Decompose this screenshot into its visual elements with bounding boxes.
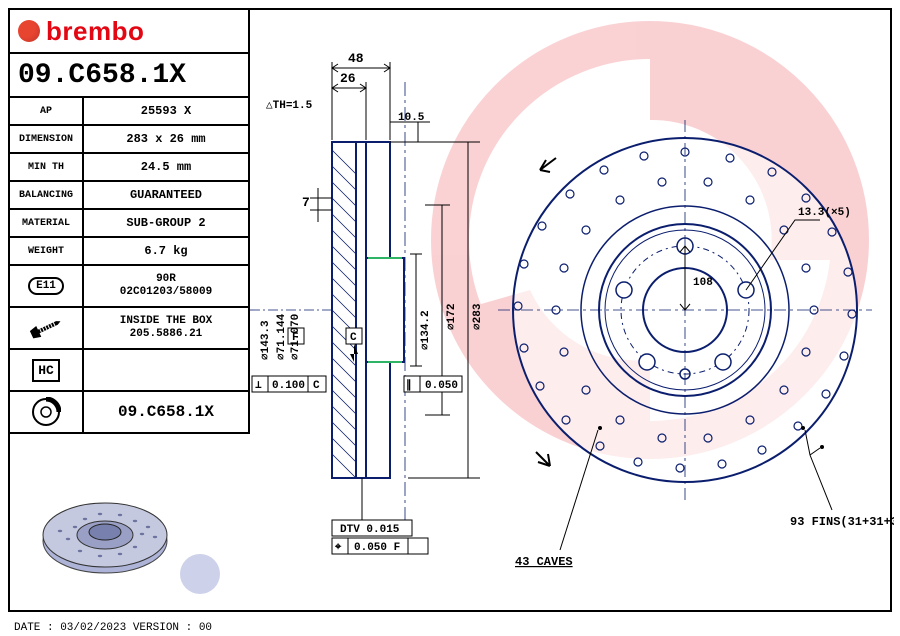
spec-value: GUARANTEED — [84, 182, 248, 208]
spec-table: AP 25593 X DIMENSION 283 x 26 mm MIN TH … — [10, 98, 250, 434]
spec-row-ap: AP 25593 X — [10, 98, 248, 126]
th-note: △TH=1.5 — [266, 100, 313, 112]
dia-172: ⌀172 — [446, 304, 458, 330]
dia-71-144: ⌀71.144 — [276, 313, 288, 360]
e11-badge-icon: E11 — [28, 277, 64, 295]
brand-logo-area: brembo — [10, 10, 250, 54]
flat-0050-f: 0.050 F — [354, 542, 400, 554]
hc-badge-icon: HC — [32, 359, 60, 382]
spec-row-hc: HC — [10, 350, 248, 392]
dia-134: ⌀134.2 — [420, 310, 432, 350]
spec-row-balancing: BALANCING GUARANTEED — [10, 182, 248, 210]
drawing-frame: brembo 09.C658.1X AP 25593 X DIMENSION 2… — [8, 8, 892, 612]
e11-badge-cell: E11 — [10, 266, 84, 306]
spec-label: DIMENSION — [10, 126, 84, 152]
spec-row-box: INSIDE THE BOX 205.5886.21 — [10, 308, 248, 350]
spec-row-minth: MIN TH 24.5 mm — [10, 154, 248, 182]
footer-date-version: DATE : 03/02/2023 VERSION : 00 — [14, 622, 212, 634]
dim-108: 108 — [693, 277, 713, 289]
disc-icon-cell — [10, 392, 84, 432]
spec-value: 09.C658.1X — [84, 392, 248, 432]
spec-label: MATERIAL — [10, 210, 84, 236]
tol-c: C — [313, 380, 320, 392]
dim-7: 7 — [302, 195, 310, 210]
spec-value: INSIDE THE BOX 205.5886.21 — [84, 308, 248, 348]
spec-value: SUB-GROUP 2 — [84, 210, 248, 236]
dim-13-3: 13.3(×5) — [798, 207, 851, 219]
spec-value: 283 x 26 mm — [84, 126, 248, 152]
dia-283: ⌀283 — [472, 303, 484, 330]
svg-text:⟂: ⟂ — [255, 380, 262, 392]
spec-value: 90R 02C01203/58009 — [84, 266, 248, 306]
dia-143: ⌀143.3 — [260, 320, 272, 360]
technical-drawing-area: 108 13.3(×5) 93 FINS(31+31+31) 43 CAVES — [250, 10, 894, 610]
spec-label: BALANCING — [10, 182, 84, 208]
spec-row-e11: E11 90R 02C01203/58009 — [10, 266, 248, 308]
spec-row-material: MATERIAL SUB-GROUP 2 — [10, 210, 248, 238]
par-0050: 0.050 — [425, 380, 458, 392]
brand-name: brembo — [46, 16, 144, 47]
spec-value-empty — [84, 350, 248, 390]
spec-value: 6.7 kg — [84, 238, 248, 264]
spec-row-dimension: DIMENSION 283 x 26 mm — [10, 126, 248, 154]
datum-c: C — [350, 332, 357, 344]
screw-icon-cell — [10, 308, 84, 348]
rotor-thumbnail-icon — [30, 479, 230, 604]
brembo-dot-icon — [18, 20, 40, 42]
spec-row-disc: 09.C658.1X — [10, 392, 248, 434]
spec-value: 24.5 mm — [84, 154, 248, 180]
spec-value: 25593 X — [84, 98, 248, 124]
technical-drawing-svg: 108 13.3(×5) 93 FINS(31+31+31) 43 CAVES — [250, 10, 894, 610]
svg-text:∥: ∥ — [406, 379, 412, 392]
dim-48: 48 — [348, 51, 364, 66]
brake-disc-icon — [31, 397, 61, 427]
spec-label: WEIGHT — [10, 238, 84, 264]
screw-icon — [28, 314, 64, 342]
dim-10-5: 10.5 — [398, 112, 425, 124]
part-number: 09.C658.1X — [18, 60, 186, 91]
datum-f: F — [292, 332, 299, 344]
spec-row-weight: WEIGHT 6.7 kg — [10, 238, 248, 266]
dim-26: 26 — [340, 71, 356, 86]
hc-badge-cell: HC — [10, 350, 84, 390]
section-hatch — [332, 150, 356, 478]
flat-0100: 0.100 — [272, 380, 305, 392]
dtv: DTV 0.015 — [340, 524, 400, 536]
fins-label: 93 FINS(31+31+31) — [790, 515, 894, 529]
thumbnail-area — [10, 472, 250, 610]
spec-label: MIN TH — [10, 154, 84, 180]
part-number-bar: 09.C658.1X — [10, 54, 250, 98]
spec-label: AP — [10, 98, 84, 124]
svg-text:⌖: ⌖ — [334, 542, 342, 554]
caves-label: 43 CAVES — [515, 555, 573, 569]
